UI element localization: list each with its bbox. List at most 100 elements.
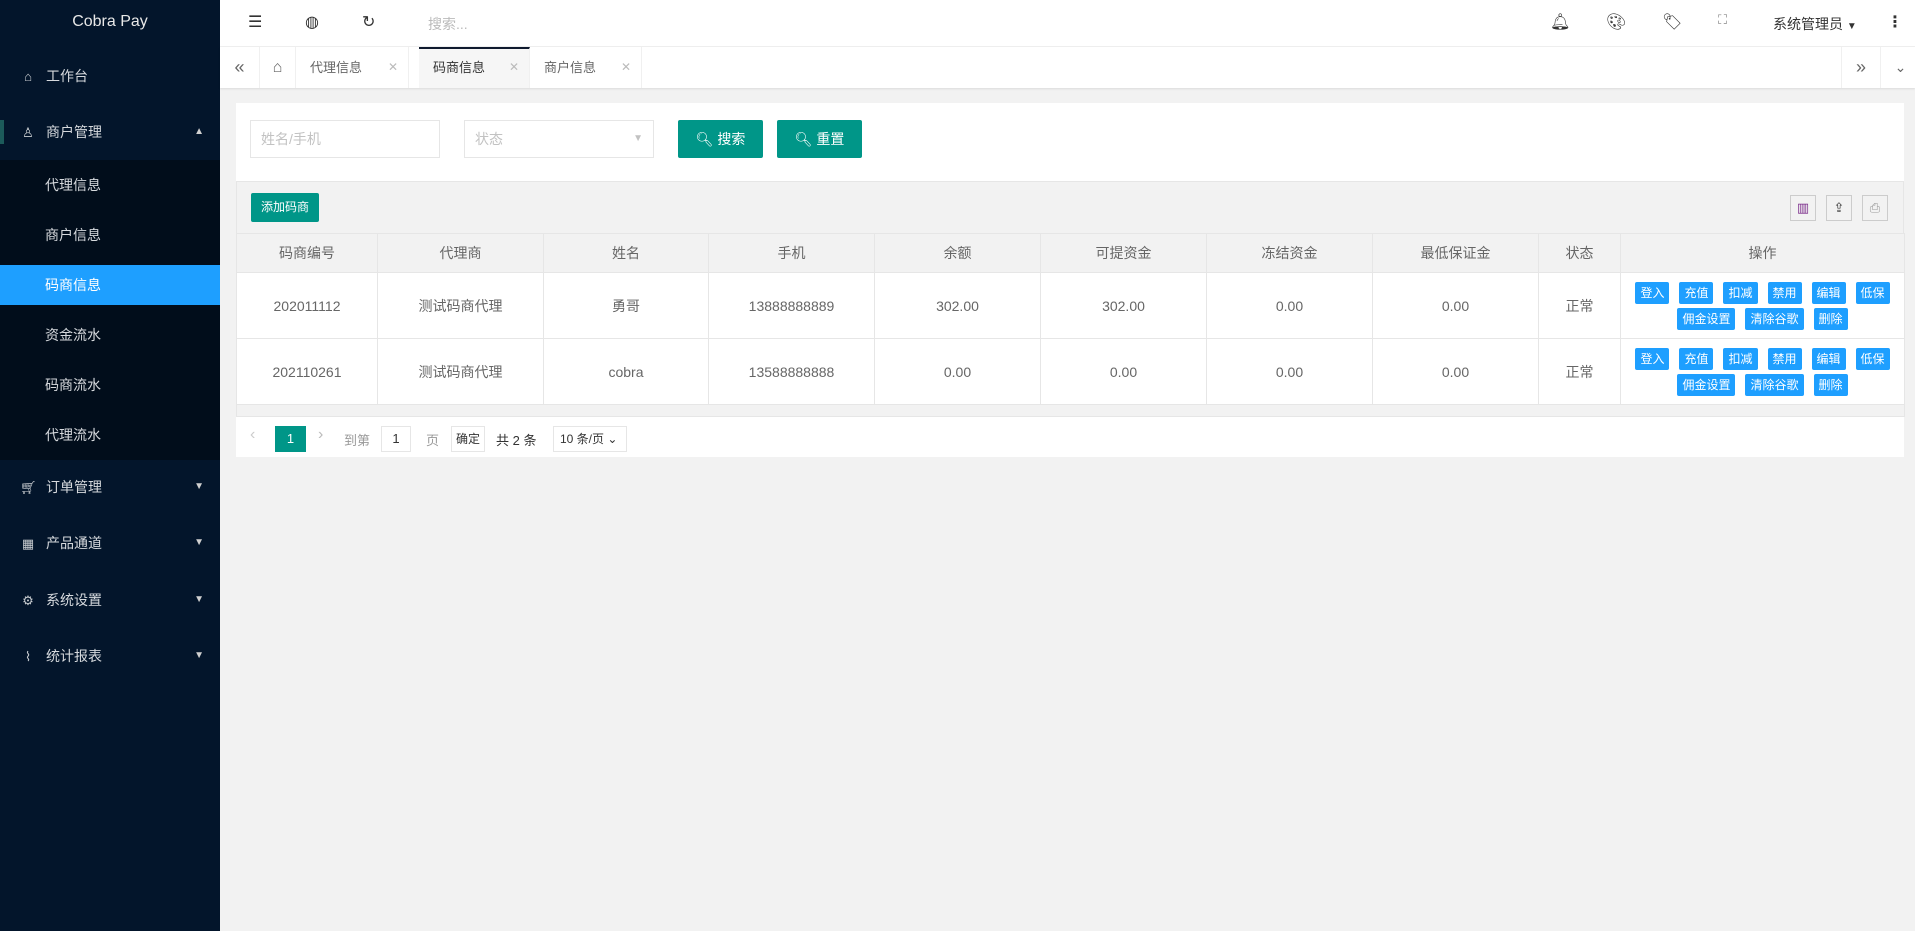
- pulse-icon: ⌇: [24, 649, 32, 664]
- caret-down-icon: ▼: [194, 537, 204, 548]
- table-cell: 13588888888: [708, 338, 875, 405]
- bell-icon[interactable]: 🔔︎: [1550, 14, 1571, 31]
- submenu-item-agent-flow[interactable]: 代理流水: [45, 427, 101, 443]
- close-icon[interactable]: ✕: [387, 60, 398, 74]
- cart-icon: 🛒︎: [20, 480, 37, 495]
- tabs-scroll-right-icon[interactable]: »: [1841, 47, 1881, 88]
- login-button[interactable]: 登入: [1635, 347, 1670, 370]
- submenu-item-code-flow[interactable]: 码商流水: [45, 377, 101, 393]
- refresh-icon[interactable]: ↻: [362, 14, 376, 31]
- recharge-button[interactable]: 充值: [1679, 281, 1714, 304]
- column-header: 码商编号: [236, 233, 378, 273]
- column-header: 可提资金: [1040, 233, 1207, 273]
- print-icon[interactable]: ⎙: [1862, 195, 1888, 221]
- sidebar-item-products[interactable]: ▦ 产品通道 ▼: [0, 518, 220, 568]
- table-header: 码商编号 代理商 姓名 手机 余额 可提资金 冻结资金 最低保证金 状态 操作: [236, 233, 1905, 273]
- login-button[interactable]: 登入: [1635, 281, 1670, 304]
- page-suffix: 页: [426, 433, 440, 448]
- deduct-button[interactable]: 扣减: [1723, 281, 1758, 304]
- tab-agent-info[interactable]: 代理信息 ✕: [296, 47, 409, 88]
- prev-page-icon[interactable]: ‹: [250, 426, 256, 443]
- search-icon: 🔍︎: [794, 131, 813, 147]
- caret-up-icon: ▲: [194, 126, 204, 137]
- tabs-scroll-left-icon[interactable]: «: [220, 47, 260, 88]
- more-icon[interactable]: ⋮: [1887, 14, 1903, 31]
- tab-code-merchant[interactable]: 码商信息 ✕: [419, 47, 530, 88]
- search-button[interactable]: 🔍︎ 搜索: [678, 120, 763, 158]
- sidebar-item-reports[interactable]: ⌇ 统计报表 ▼: [0, 631, 220, 681]
- sidebar-item-merchant[interactable]: ♙ 商户管理 ▲: [0, 107, 220, 157]
- table-cell: 0.00: [1372, 272, 1539, 339]
- home-tab-icon[interactable]: ⌂: [260, 47, 296, 88]
- column-header: 姓名: [543, 233, 709, 273]
- deduct-button[interactable]: 扣减: [1723, 347, 1758, 370]
- table-cell: 测试码商代理: [377, 272, 544, 339]
- sidebar-item-settings[interactable]: ⚙ 系统设置 ▼: [0, 575, 220, 625]
- columns-filter-icon[interactable]: ▥: [1790, 195, 1816, 221]
- table-scrollbar[interactable]: [236, 404, 1905, 417]
- theme-icon[interactable]: 🎨︎: [1606, 14, 1627, 31]
- tabs-dropdown-icon[interactable]: ⌄: [1881, 47, 1915, 88]
- submenu-item-merchant-info[interactable]: 商户信息: [45, 227, 101, 243]
- column-header: 冻结资金: [1206, 233, 1373, 273]
- commission-settings-button[interactable]: 佣金设置: [1677, 373, 1736, 396]
- column-header: 余额: [874, 233, 1041, 273]
- globe-icon[interactable]: ◍: [305, 14, 319, 31]
- clear-google-button[interactable]: 清除谷歌: [1745, 373, 1804, 396]
- table-cell: 0.00: [1206, 272, 1373, 339]
- user-icon: ♙: [22, 125, 34, 140]
- app-logo: Cobra Pay: [72, 13, 148, 30]
- export-icon[interactable]: ⇪: [1826, 195, 1852, 221]
- goto-page-input[interactable]: 1: [381, 426, 411, 452]
- goto-label: 到第: [344, 433, 371, 448]
- user-menu[interactable]: 系统管理员 ▼: [1773, 16, 1857, 32]
- tag-icon[interactable]: 🏷︎: [1662, 14, 1683, 31]
- top-header: ☰ ◍ ↻ 搜索... 🔔︎ 🎨︎ 🏷︎ ⛶ 系统管理员 ▼ ⋮: [220, 0, 1915, 47]
- submenu-item-agent[interactable]: 代理信息: [45, 177, 101, 193]
- actions-cell: 登入 充值 扣减 禁用 编辑 低保佣金设置 清除谷歌 删除: [1620, 272, 1905, 339]
- column-header: 手机: [708, 233, 875, 273]
- add-code-merchant-button[interactable]: 添加码商: [251, 193, 319, 222]
- delete-button[interactable]: 删除: [1813, 373, 1848, 396]
- menu-toggle-icon[interactable]: ☰: [248, 14, 263, 31]
- sidebar-item-orders[interactable]: 🛒︎ 订单管理 ▼: [0, 462, 220, 512]
- caret-down-icon: ▼: [194, 481, 204, 492]
- table-cell: 202011112: [236, 272, 378, 339]
- reset-button[interactable]: 🔍︎ 重置: [777, 120, 862, 158]
- table-cell: 测试码商代理: [377, 338, 544, 405]
- search-input[interactable]: 搜索...: [428, 16, 468, 32]
- disable-button[interactable]: 禁用: [1767, 281, 1802, 304]
- table-cell: 302.00: [1040, 272, 1207, 339]
- chevron-down-icon: ⌄: [607, 432, 618, 446]
- commission-settings-button[interactable]: 佣金设置: [1677, 307, 1736, 330]
- recharge-button[interactable]: 充值: [1679, 347, 1714, 370]
- sidebar-item-dashboard[interactable]: ⌂ 工作台: [0, 51, 220, 101]
- disable-button[interactable]: 禁用: [1767, 347, 1802, 370]
- next-page-icon[interactable]: ›: [318, 426, 324, 443]
- fullscreen-icon[interactable]: ⛶: [1718, 12, 1728, 27]
- min-guarantee-button[interactable]: 低保: [1855, 347, 1890, 370]
- close-icon[interactable]: ✕: [620, 60, 631, 74]
- clear-google-button[interactable]: 清除谷歌: [1745, 307, 1804, 330]
- min-guarantee-button[interactable]: 低保: [1855, 281, 1890, 304]
- page-size-select[interactable]: 10 条/页 ⌄: [553, 426, 627, 452]
- pagination: ‹ 1 › 到第 1 页 确定 共 2 条 10 条/页 ⌄: [236, 416, 1904, 457]
- caret-down-icon: ▼: [633, 133, 643, 144]
- submenu-item-code-merchant[interactable]: 码商信息: [0, 265, 220, 305]
- tab-merchant-info[interactable]: 商户信息 ✕: [530, 47, 642, 88]
- table-cell: 302.00: [874, 272, 1041, 339]
- table-cell: cobra: [543, 338, 709, 405]
- caret-down-icon: ▼: [194, 594, 204, 605]
- delete-button[interactable]: 删除: [1813, 307, 1848, 330]
- actions-cell: 登入 充值 扣减 禁用 编辑 低保佣金设置 清除谷歌 删除: [1620, 338, 1905, 405]
- confirm-page-button[interactable]: 确定: [451, 426, 485, 452]
- close-icon[interactable]: ✕: [508, 60, 519, 74]
- table-cell: 0.00: [1372, 338, 1539, 405]
- status-select[interactable]: 状态 ▼: [464, 120, 654, 158]
- edit-button[interactable]: 编辑: [1811, 281, 1846, 304]
- column-header: 最低保证金: [1372, 233, 1539, 273]
- page-1-button[interactable]: 1: [275, 426, 306, 452]
- name-phone-input[interactable]: 姓名/手机: [250, 120, 440, 158]
- edit-button[interactable]: 编辑: [1811, 347, 1846, 370]
- submenu-item-funds-flow[interactable]: 资金流水: [45, 327, 101, 343]
